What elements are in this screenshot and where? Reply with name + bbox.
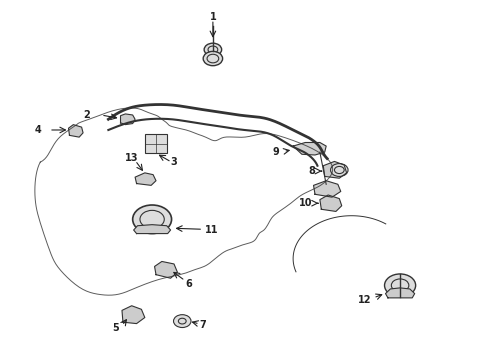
Circle shape [173,315,191,328]
Text: 13: 13 [125,153,138,163]
Polygon shape [133,225,170,234]
Polygon shape [385,288,414,298]
Text: 9: 9 [272,147,279,157]
Text: 8: 8 [307,166,314,176]
Text: 5: 5 [112,323,119,333]
Polygon shape [120,114,135,125]
Circle shape [330,163,347,176]
Text: 12: 12 [358,295,371,305]
Text: 1: 1 [209,13,216,22]
FancyBboxPatch shape [144,134,166,153]
Circle shape [132,205,171,234]
Polygon shape [319,195,341,211]
Polygon shape [313,181,340,197]
Polygon shape [68,125,83,137]
Polygon shape [323,161,346,178]
Polygon shape [292,143,325,155]
Text: 3: 3 [170,157,177,167]
Circle shape [203,51,222,66]
Text: 6: 6 [185,279,192,289]
Polygon shape [154,261,177,278]
Polygon shape [122,306,144,324]
Text: 7: 7 [200,320,206,330]
Text: 4: 4 [35,125,41,135]
Text: 11: 11 [204,225,218,235]
Polygon shape [135,173,156,185]
Circle shape [203,43,221,56]
Text: 10: 10 [298,198,311,208]
Text: 2: 2 [83,110,90,120]
Circle shape [384,274,415,297]
